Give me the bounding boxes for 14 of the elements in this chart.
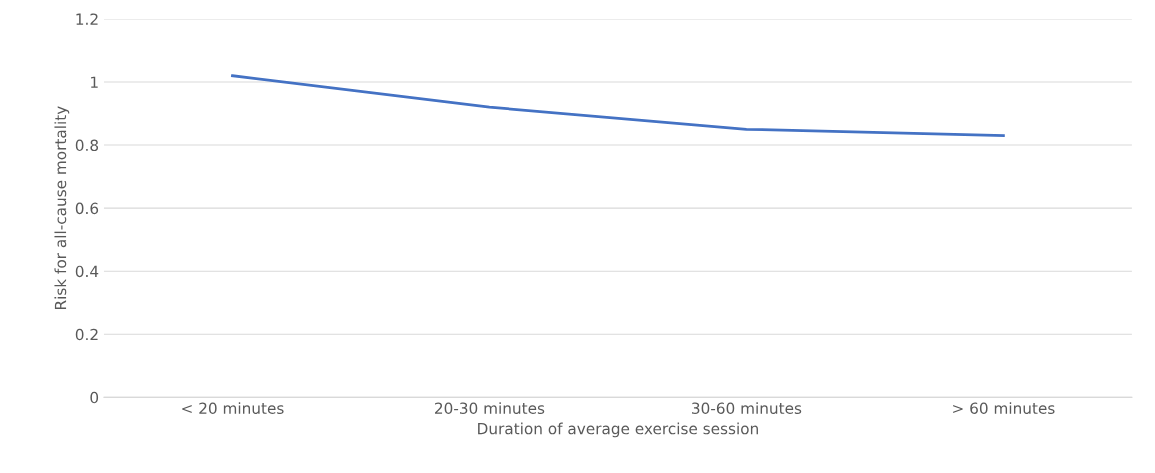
y-tick-label: 0.4 xyxy=(75,265,99,278)
y-tick-label: 0.8 xyxy=(75,139,99,152)
y-tick-label: 0.6 xyxy=(75,202,99,215)
y-tick-label: 1 xyxy=(91,76,98,88)
y-tick-label: 0 xyxy=(90,391,99,404)
x-tick-label: 30-60 minutes xyxy=(692,402,802,415)
x-tick-label: > 60 minutes xyxy=(953,402,1055,415)
y-tick-label: 0.2 xyxy=(75,328,98,341)
y-tick-label: 1.2 xyxy=(76,13,98,25)
y-axis-title: Risk for all-cause mortality xyxy=(54,106,70,310)
x-tick-label: < 20 minutes xyxy=(182,402,284,415)
line-series xyxy=(231,74,1005,137)
x-axis-title: Duration of average exercise session xyxy=(478,422,758,438)
x-tick-label: 20-30 minutes xyxy=(435,402,545,415)
